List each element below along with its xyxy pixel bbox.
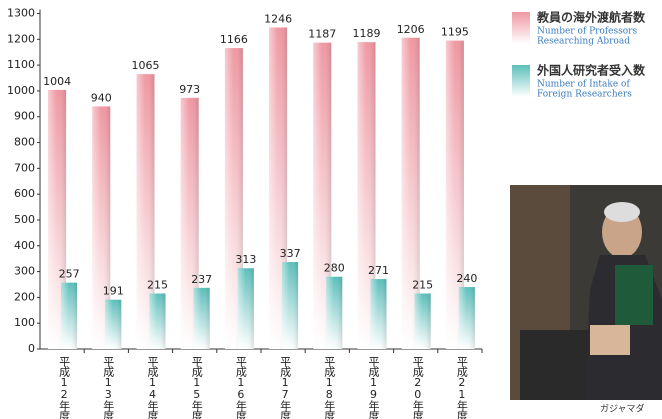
- x-tick-label: 平成19年度: [367, 356, 380, 419]
- legend-swatch: [512, 65, 530, 97]
- bar: [370, 279, 387, 349]
- value-label: 237: [191, 273, 212, 286]
- y-tick-label: 1300: [7, 7, 35, 20]
- legend-sublabel: Researching Abroad: [537, 37, 630, 47]
- y-tick-label: 100: [14, 316, 35, 329]
- value-label: 337: [280, 247, 301, 260]
- y-tick-label: 1200: [7, 32, 35, 45]
- y-tick-label: 1100: [7, 58, 35, 71]
- value-label: 940: [91, 91, 112, 104]
- value-label: 191: [103, 285, 124, 298]
- value-label: 973: [179, 83, 200, 96]
- bar: [326, 276, 343, 349]
- y-tick-label: 1000: [7, 84, 35, 97]
- bar: [193, 287, 210, 349]
- value-label: 215: [147, 279, 168, 292]
- x-tick-label: 平成13年度: [102, 356, 115, 419]
- y-tick-label: 700: [14, 161, 35, 174]
- value-label: 1246: [264, 12, 292, 25]
- value-label: 1206: [397, 23, 425, 36]
- legend-sublabel: Number of Professors: [537, 27, 637, 37]
- value-label: 215: [412, 279, 433, 292]
- y-tick-label: 800: [14, 136, 35, 149]
- legend-sublabel: Foreign Researchers: [537, 90, 632, 100]
- photo-caption: ガジャマダ: [600, 403, 645, 415]
- x-tick-label: 平成21年度: [455, 356, 468, 419]
- y-tick-label: 600: [14, 187, 35, 200]
- legend-label: 教員の海外渡航者数: [536, 10, 646, 25]
- value-label: 1195: [441, 26, 469, 39]
- value-label: 257: [59, 268, 80, 281]
- x-tick-label: 平成15年度: [190, 356, 203, 419]
- value-label: 271: [368, 264, 389, 277]
- legend-label: 外国人研究者受入数: [537, 63, 646, 78]
- x-tick-label: 平成14年度: [146, 356, 159, 419]
- y-tick-label: 900: [14, 110, 35, 123]
- bar: [149, 293, 166, 349]
- bar: [282, 262, 299, 349]
- bar: [458, 287, 475, 349]
- value-label: 1166: [220, 33, 248, 46]
- x-tick-label: 平成18年度: [323, 356, 336, 419]
- value-label: 280: [324, 262, 345, 275]
- legend-swatch: [512, 12, 530, 44]
- x-tick-label: 平成16年度: [234, 356, 247, 419]
- bar: [414, 293, 431, 349]
- value-label: 313: [235, 253, 256, 266]
- y-tick-label: 200: [14, 290, 35, 303]
- value-label: 240: [456, 272, 477, 285]
- x-tick-label: 平成20年度: [411, 356, 424, 419]
- bar: [237, 268, 254, 349]
- legend-sublabel: Number of Intake of: [537, 80, 630, 90]
- bar: [61, 282, 78, 349]
- x-tick-label: 平成17年度: [279, 356, 292, 419]
- value-label: 1004: [43, 75, 71, 88]
- bar: [105, 299, 122, 349]
- photo: [510, 185, 662, 400]
- y-tick-label: 400: [14, 239, 35, 252]
- y-tick-label: 0: [28, 342, 35, 355]
- value-label: 1065: [132, 59, 160, 72]
- value-label: 1189: [353, 27, 381, 40]
- y-tick-label: 300: [14, 265, 35, 278]
- x-tick-label: 平成12年度: [58, 356, 71, 419]
- value-label: 1187: [308, 28, 336, 41]
- y-tick-label: 500: [14, 213, 35, 226]
